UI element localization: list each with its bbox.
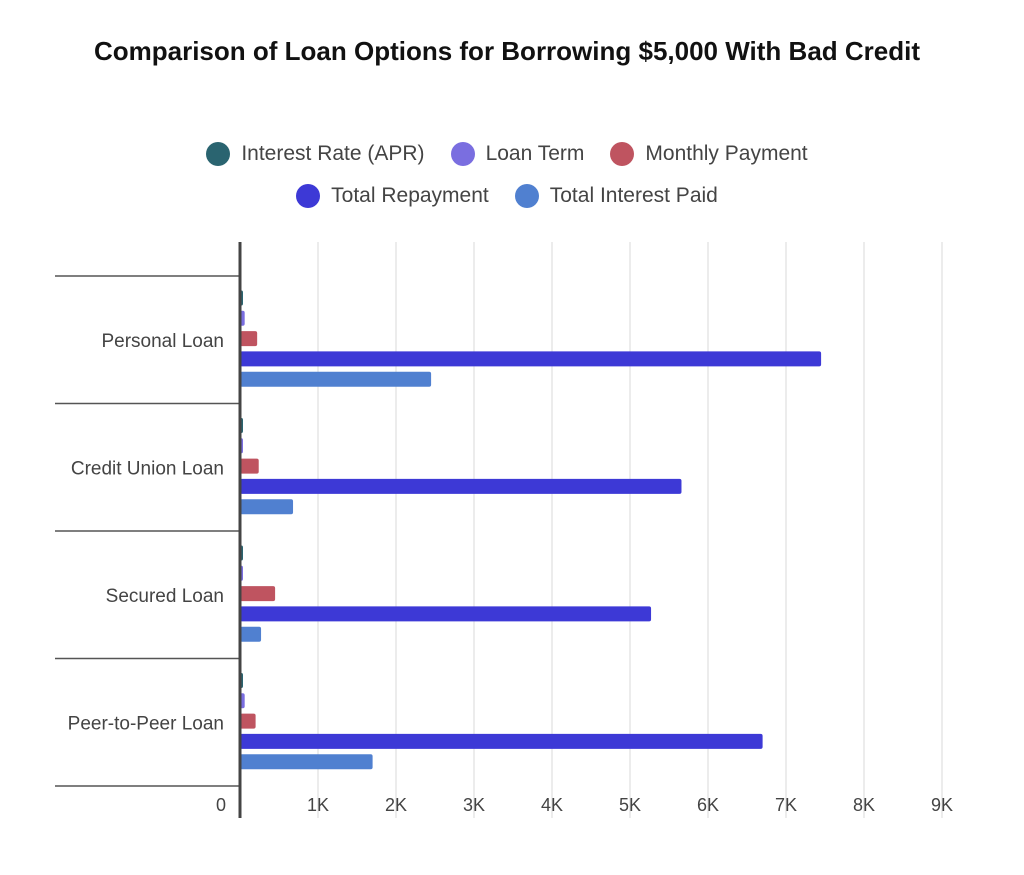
bar-total-interest-paid (240, 626, 262, 642)
legend-swatch-icon (296, 184, 321, 208)
legend-swatch-icon (514, 184, 539, 208)
x-tick-label: 1K (307, 795, 329, 815)
bar-monthly-payment (240, 713, 256, 729)
x-tick-label: 2K (385, 795, 407, 815)
legend-row-1: Interest Rate (APR) Loan Term Monthly Paym… (0, 142, 1014, 166)
legend-item[interactable]: Loan Term (450, 142, 585, 166)
legend-swatch-icon (610, 142, 635, 166)
bar-total-interest-paid (240, 371, 432, 387)
bar-total-interest-paid (240, 499, 294, 515)
bar-total-repayment (240, 478, 682, 494)
x-tick-label: 6K (697, 795, 719, 815)
bar-total-repayment (240, 733, 763, 749)
category-label: Peer-to-Peer Loan (68, 713, 224, 734)
x-tick-label: 9K (931, 795, 953, 815)
x-tick-label: 4K (541, 795, 563, 815)
bar-total-repayment (240, 606, 652, 622)
chart-title: Comparison of Loan Options for Borrowing… (93, 36, 921, 66)
bar-monthly-payment (240, 458, 259, 474)
legend-item[interactable]: Total Interest Paid (514, 184, 718, 208)
x-tick-label: 8K (853, 795, 875, 815)
category-label: Credit Union Loan (71, 458, 224, 479)
x-tick-label: 3K (463, 795, 485, 815)
bar-total-repayment (240, 351, 822, 367)
x-tick-label: 5K (619, 795, 641, 815)
x-tick-label: 0 (216, 795, 226, 815)
legend-swatch-icon (450, 142, 475, 166)
x-tick-label: 7K (775, 795, 797, 815)
category-label: Secured Loan (106, 586, 224, 607)
legend-item[interactable]: Monthly Payment (610, 142, 808, 166)
category-label: Personal Loan (101, 331, 224, 352)
legend-swatch-icon (206, 142, 231, 166)
bar-total-interest-paid (240, 754, 373, 770)
legend-label: Loan Term (485, 142, 585, 165)
legend-item[interactable]: Interest Rate (APR) (206, 142, 425, 166)
legend-label: Total Interest Paid (549, 184, 718, 207)
legend-label: Interest Rate (APR) (241, 142, 425, 165)
legend-row-2: Total Repayment Total Interest Paid (0, 184, 1014, 208)
legend-item[interactable]: Total Repayment (296, 184, 489, 208)
legend-label: Monthly Payment (645, 142, 808, 165)
legend-label: Total Repayment (331, 184, 489, 207)
bar-monthly-payment (240, 586, 276, 602)
bar-monthly-payment (240, 331, 258, 347)
